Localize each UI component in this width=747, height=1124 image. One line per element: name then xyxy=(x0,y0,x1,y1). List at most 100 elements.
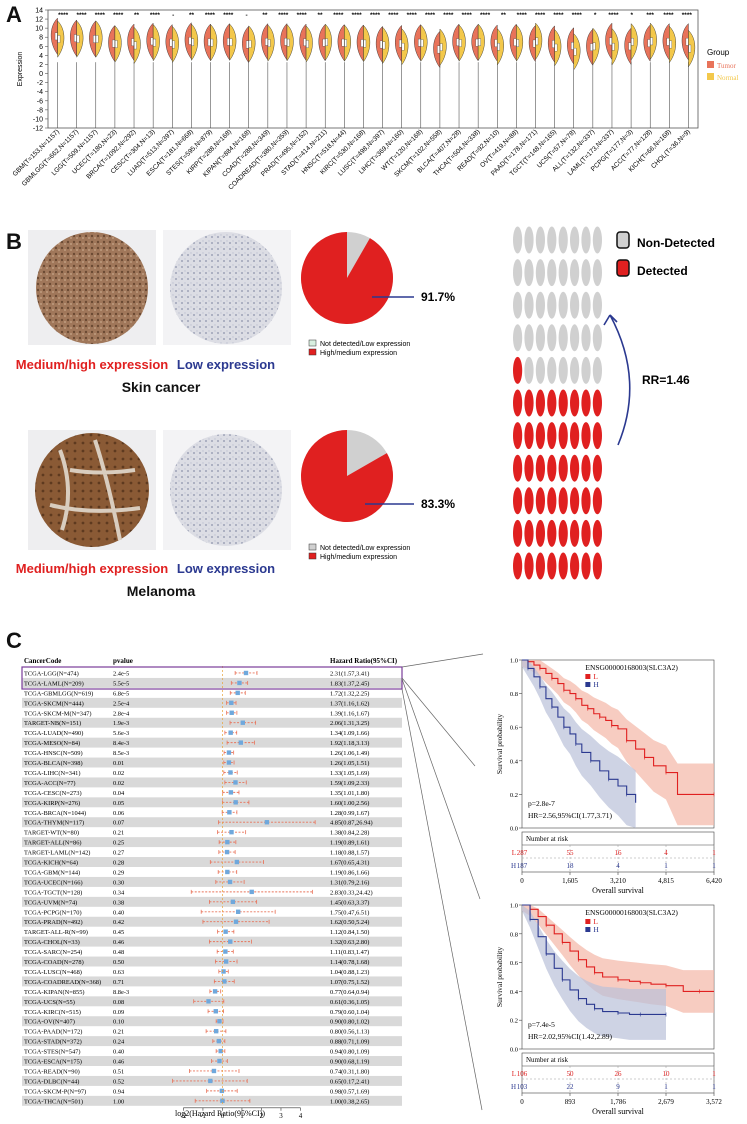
violin-tumor xyxy=(433,30,441,69)
forest-code: TCGA-KIRC(N=515) xyxy=(24,1009,81,1016)
box-tumor xyxy=(303,38,307,47)
pictogram-figure xyxy=(547,487,557,515)
forest-code: TCGA-LUAD(N=490) xyxy=(24,730,83,737)
significance-label: **** xyxy=(535,12,546,19)
pie-skin-legend-swatch-low xyxy=(308,339,317,347)
forest-pvalue: 8.8e-3 xyxy=(113,989,129,996)
pictogram-figure xyxy=(513,519,523,547)
forest-pvalue: 0.24 xyxy=(113,1039,125,1046)
forest-point xyxy=(249,889,254,895)
ihc-panel: Medium/high expression Low expression Sk… xyxy=(16,226,715,599)
violin-normal xyxy=(152,24,160,62)
pictogram-figure xyxy=(570,226,580,254)
box-normal xyxy=(325,38,328,47)
box-tumor xyxy=(494,39,498,47)
box-normal xyxy=(631,37,634,46)
box-normal xyxy=(134,41,137,50)
forest-point xyxy=(213,1009,219,1014)
melanoma-title: Melanoma xyxy=(127,583,196,599)
forest-point xyxy=(222,979,227,984)
box-normal xyxy=(554,43,558,52)
box-normal xyxy=(478,38,481,47)
pictogram-figure xyxy=(524,356,534,384)
box-tumor xyxy=(341,38,345,47)
forest-code: TCGA-HNSC(N=509) xyxy=(24,750,83,757)
forest-point xyxy=(212,989,218,994)
forest-pvalue: 0.29 xyxy=(113,869,124,876)
violin-tumor xyxy=(471,24,479,62)
forest-pvalue: 0.06 xyxy=(113,810,124,817)
forest-point xyxy=(223,929,228,934)
pie-slice-high xyxy=(300,430,393,522)
rr-arrow xyxy=(609,314,631,446)
skin-title: Skin cancer xyxy=(122,379,201,395)
violin-tumor xyxy=(528,24,536,63)
km-legend-swatch-l xyxy=(585,674,591,679)
forest-point xyxy=(223,949,228,954)
pictogram-figure xyxy=(547,552,557,580)
significance-label: **** xyxy=(443,12,454,19)
km-ytick-label: 0.8 xyxy=(510,691,518,698)
forest-pvalue: 0.94 xyxy=(113,1088,125,1095)
pictogram-figure xyxy=(592,519,603,547)
pictogram-figure xyxy=(535,259,546,287)
forest-pvalue: 2.8e-4 xyxy=(113,710,130,717)
km-ytick-label: 0.4 xyxy=(510,758,519,765)
forest-hr: 1.35(1.01,1.80) xyxy=(330,790,369,797)
forest-code: TCGA-TGCT(N=128) xyxy=(24,889,82,896)
violin-normal xyxy=(305,25,313,63)
forest-code: TCGA-SKCM-P(N=97) xyxy=(24,1088,86,1095)
forest-hr: 0.90(0.80,1.02) xyxy=(330,1019,369,1026)
km-risk-title: Number at risk xyxy=(526,1056,568,1064)
km-risk-row-l: L xyxy=(512,849,516,857)
pie-skin-legend-low: Not detected/Low expression xyxy=(320,341,410,348)
forest-point xyxy=(230,899,236,905)
forest-hr: 0.79(0.60,1.04) xyxy=(330,1009,369,1016)
forest-point xyxy=(225,839,230,845)
violin-normal xyxy=(497,28,504,66)
pie-melanoma-legend-swatch-low xyxy=(308,543,317,551)
km-xtick-label: 893 xyxy=(565,1098,576,1106)
pictogram-figure xyxy=(558,226,568,254)
box-normal xyxy=(535,37,539,46)
forest-hr: 0.80(0.56,1.13) xyxy=(330,1029,369,1036)
significance-label: **** xyxy=(58,12,69,19)
pictogram-figure xyxy=(513,226,523,254)
forest-hr: 0.90(0.68,1.19) xyxy=(330,1059,369,1066)
km-title: ENSG00000168003(SLC3A2) xyxy=(585,908,678,917)
forest-hr: 1.12(0.84,1.50) xyxy=(330,929,369,936)
forest-row-band xyxy=(22,777,402,788)
km-risk-h: 22 xyxy=(567,1083,575,1091)
pictogram-figure xyxy=(592,552,603,580)
pictogram-figure xyxy=(592,226,603,254)
pictogram-figure xyxy=(513,291,523,319)
forest-pvalue: 0.46 xyxy=(113,1059,124,1066)
km-xtick-label: 6,420 xyxy=(706,877,722,885)
violin-normal xyxy=(267,24,275,62)
pictogram-figure xyxy=(558,422,568,450)
violin-normal xyxy=(191,23,199,61)
forest-x-axis: -2 -1 0 1 2 3 4 xyxy=(180,1107,303,1120)
pictogram-figure xyxy=(581,389,591,417)
box-tumor xyxy=(360,39,364,47)
forest-pvalue: 0.45 xyxy=(113,929,124,936)
significance-label: **** xyxy=(223,12,234,19)
violin-tumor xyxy=(242,25,249,64)
violin-normal xyxy=(248,25,256,63)
km-risk-l: 287 xyxy=(517,849,528,857)
pictogram-figure xyxy=(570,454,580,482)
forest-pvalue: 0.34 xyxy=(113,889,125,896)
violin-normal xyxy=(344,24,351,62)
forest-hr: 0.74(0.31,1.80) xyxy=(330,1068,369,1075)
forest-pvalue: 0.42 xyxy=(113,919,124,926)
pictogram-figure xyxy=(558,519,568,547)
km-risk-h: 1 xyxy=(712,862,716,870)
box-tumor xyxy=(456,38,459,47)
significance-label: ** xyxy=(317,12,323,19)
km-xtick-label: 3,210 xyxy=(610,877,626,885)
violin-normal xyxy=(535,22,543,61)
forest-point xyxy=(229,710,234,715)
box-normal xyxy=(650,37,653,46)
forest-pvalue: 0.05 xyxy=(113,800,124,807)
forest-pvalue: 0.38 xyxy=(113,899,124,906)
